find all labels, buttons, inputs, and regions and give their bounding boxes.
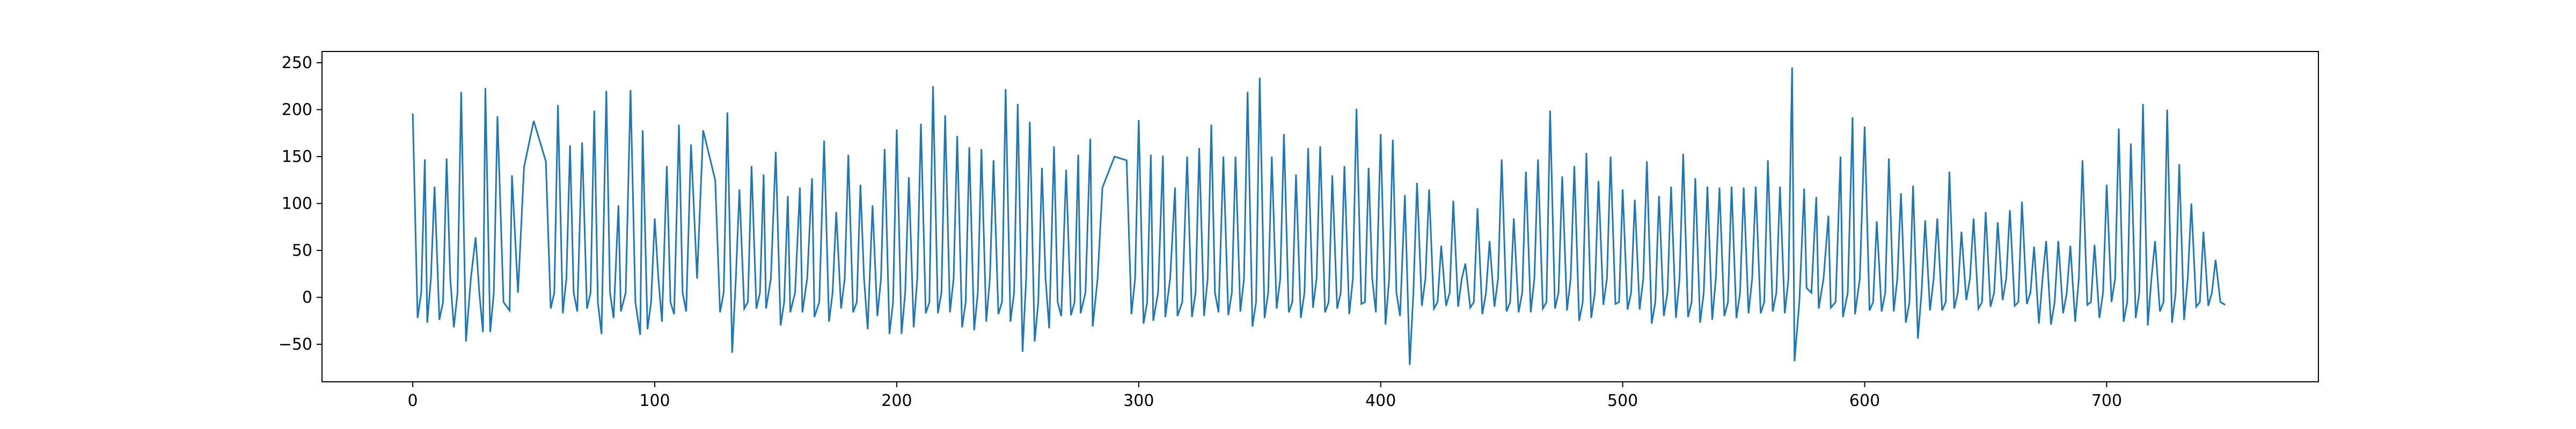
y-tick-label: 0 (302, 289, 312, 307)
x-tick-label: 500 (1607, 391, 1638, 410)
x-tick-label: 200 (881, 391, 912, 410)
x-tick-label: 600 (1849, 391, 1880, 410)
y-tick-label: 150 (282, 147, 312, 166)
x-tick-label: 300 (1123, 391, 1154, 410)
x-tick-label: 100 (639, 391, 670, 410)
y-tick-label: 250 (282, 54, 312, 72)
y-tick-label: −50 (279, 335, 312, 354)
x-tick-label: 700 (2091, 391, 2122, 410)
series-line (412, 67, 2226, 365)
axes-frame (321, 51, 2319, 382)
x-axis: 0 100 200 300 400 500 600 700 (408, 382, 2122, 410)
plot-area (412, 67, 2226, 365)
y-tick-label: 50 (292, 241, 312, 260)
y-tick-label: 100 (282, 195, 312, 213)
y-tick-label: 200 (282, 101, 312, 120)
y-axis: −50 0 50 100 150 200 250 (279, 54, 322, 354)
x-tick-label: 0 (408, 391, 418, 410)
x-tick-label: 400 (1365, 391, 1396, 410)
